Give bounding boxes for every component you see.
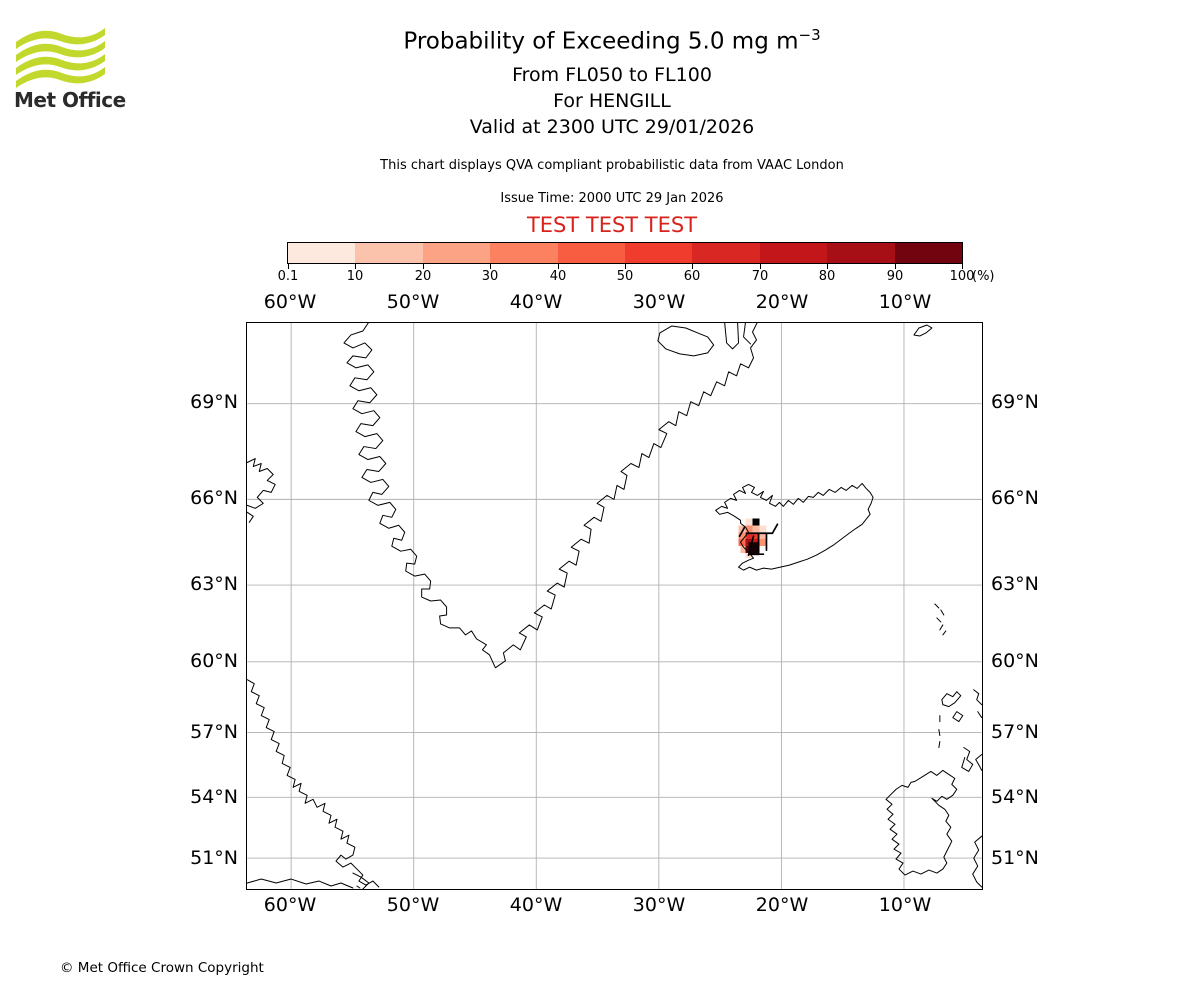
lon-label-bottom: 20°W bbox=[755, 894, 809, 916]
colorbar-tick-label: 40 bbox=[549, 269, 567, 284]
colorbar-tick bbox=[355, 264, 356, 269]
greenland-coastline bbox=[343, 323, 758, 669]
lon-label-top: 10°W bbox=[878, 291, 932, 313]
colorbar-segment bbox=[894, 243, 963, 263]
faroe-islands-coastline bbox=[934, 603, 947, 636]
lon-label-top: 30°W bbox=[632, 291, 686, 313]
probability-colorbar bbox=[287, 242, 963, 264]
lat-label-right: 66°N bbox=[991, 487, 1039, 509]
colorbar-tick bbox=[692, 264, 693, 269]
colorbar-tick bbox=[895, 264, 896, 269]
lat-label-left: 60°N bbox=[190, 650, 238, 672]
lat-label-left: 54°N bbox=[190, 786, 238, 808]
test-banner: TEST TEST TEST bbox=[526, 213, 698, 237]
labrador-coastline bbox=[247, 679, 380, 889]
colorbar-tick-label: 100 bbox=[949, 269, 975, 284]
copyright-notice: © Met Office Crown Copyright bbox=[60, 960, 264, 976]
lat-label-right: 51°N bbox=[991, 847, 1039, 869]
colorbar-segment bbox=[422, 243, 491, 263]
colorbar-tick bbox=[962, 264, 963, 269]
colorbar-tick bbox=[558, 264, 559, 269]
qva-note: This chart displays QVA compliant probab… bbox=[380, 158, 844, 173]
lat-label-left: 57°N bbox=[190, 721, 238, 743]
volcano-marker-icon bbox=[738, 523, 779, 557]
lon-label-bottom: 30°W bbox=[632, 894, 686, 916]
issue-time: Issue Time: 2000 UTC 29 Jan 2026 bbox=[500, 191, 724, 206]
map-panel bbox=[246, 322, 983, 890]
colorbar-segment bbox=[692, 243, 760, 263]
colorbar-tick bbox=[827, 264, 828, 269]
lon-label-bottom: 50°W bbox=[386, 894, 440, 916]
subtitle-valid-time: Valid at 2300 UTC 29/01/2026 bbox=[469, 116, 755, 138]
colorbar-segment bbox=[288, 243, 356, 263]
lon-label-bottom: 60°W bbox=[263, 894, 317, 916]
lat-label-right: 54°N bbox=[991, 786, 1039, 808]
ireland-coastline bbox=[885, 769, 958, 876]
colorbar-tick-label: 20 bbox=[414, 269, 432, 284]
lon-label-top: 60°W bbox=[263, 291, 317, 313]
lon-label-top: 50°W bbox=[386, 291, 440, 313]
colorbar-tick-label: 90 bbox=[886, 269, 904, 284]
colorbar-tick-label: 0.1 bbox=[277, 269, 299, 284]
iceland-coastline bbox=[715, 482, 874, 571]
lon-label-bottom: 10°W bbox=[878, 894, 932, 916]
graticule bbox=[247, 323, 982, 889]
colorbar-segment bbox=[490, 243, 558, 263]
met-office-waves-icon bbox=[16, 28, 105, 88]
lat-label-left: 69°N bbox=[190, 391, 238, 413]
colorbar-tick bbox=[288, 264, 289, 269]
lat-label-left: 63°N bbox=[190, 573, 238, 595]
colorbar-segment bbox=[355, 243, 423, 263]
lat-label-right: 57°N bbox=[991, 721, 1039, 743]
subtitle-flight-levels: From FL050 to FL100 bbox=[512, 64, 712, 86]
colorbar-tick-label: 70 bbox=[751, 269, 769, 284]
subtitle-site: For HENGILL bbox=[553, 90, 671, 112]
colorbar-tick-label: 10 bbox=[346, 269, 364, 284]
colorbar-tick bbox=[490, 264, 491, 269]
chart-title: Probability of Exceeding 5.0 mg m−3 bbox=[403, 26, 821, 55]
baffin-coastline bbox=[247, 458, 276, 523]
met-office-wordmark: Met Office bbox=[14, 88, 126, 112]
lon-label-top: 40°W bbox=[509, 291, 563, 313]
colorbar-segment bbox=[827, 243, 895, 263]
lat-label-right: 69°N bbox=[991, 391, 1039, 413]
colorbar-unit-label: (%) bbox=[972, 269, 995, 284]
lon-label-top: 20°W bbox=[755, 291, 809, 313]
colorbar-tick bbox=[760, 264, 761, 269]
colorbar-segment bbox=[625, 243, 693, 263]
lat-label-left: 66°N bbox=[190, 487, 238, 509]
scotland-coastline bbox=[938, 689, 982, 772]
met-office-logo bbox=[14, 26, 134, 92]
lon-label-bottom: 40°W bbox=[509, 894, 563, 916]
colorbar-tick-label: 80 bbox=[818, 269, 836, 284]
great-britain-coastline bbox=[972, 753, 982, 888]
map-canvas bbox=[247, 323, 982, 889]
scoresby-fjords-coastline bbox=[657, 323, 752, 357]
colorbar-tick bbox=[423, 264, 424, 269]
colorbar-tick bbox=[625, 264, 626, 269]
colorbar-segment bbox=[557, 243, 626, 263]
lat-label-right: 60°N bbox=[991, 650, 1039, 672]
lat-label-left: 51°N bbox=[190, 847, 238, 869]
colorbar-segment bbox=[759, 243, 828, 263]
title-exponent: −3 bbox=[798, 26, 821, 44]
jan-mayen-coastline bbox=[913, 324, 933, 337]
colorbar-tick-label: 50 bbox=[616, 269, 634, 284]
colorbar-tick-label: 60 bbox=[683, 269, 701, 284]
lat-label-right: 63°N bbox=[991, 573, 1039, 595]
colorbar-tick-label: 30 bbox=[481, 269, 499, 284]
